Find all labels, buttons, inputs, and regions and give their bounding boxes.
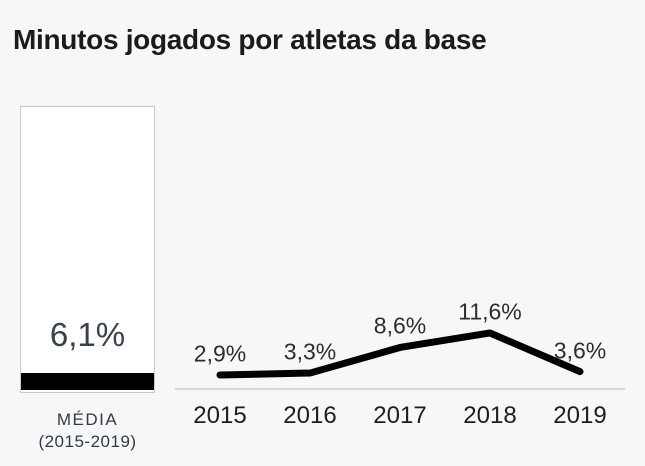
- point-label-2016: 3,3%: [283, 338, 337, 365]
- x-axis-label-2015: 2015: [193, 402, 247, 429]
- x-axis-label-2018: 2018: [463, 402, 517, 429]
- average-caption-line1: MÉDIA: [56, 410, 119, 429]
- average-value: 6,1%: [49, 316, 126, 353]
- x-axis: 2015 2016 2017 2018 2019: [175, 402, 625, 430]
- x-axis-label-2019: 2019: [553, 402, 607, 429]
- x-axis-label-2017: 2017: [373, 402, 427, 429]
- average-column: 6,1%: [20, 106, 155, 393]
- x-axis-label-2016: 2016: [283, 402, 337, 429]
- average-caption-line2: (2015-2019): [38, 432, 137, 451]
- page-title: Minutos jogados por atletas da base: [13, 24, 487, 55]
- line-series: [216, 329, 584, 379]
- point-label-2017: 8,6%: [373, 312, 427, 339]
- average-fill-bar: [21, 372, 154, 390]
- point-label-2015: 2,9%: [193, 340, 247, 367]
- point-label-2018: 11,6%: [458, 298, 522, 325]
- x-axis-line: [175, 388, 625, 390]
- average-caption: MÉDIA (2015-2019): [0, 409, 175, 453]
- line-chart: [216, 329, 584, 379]
- point-label-2019: 3,6%: [553, 337, 607, 364]
